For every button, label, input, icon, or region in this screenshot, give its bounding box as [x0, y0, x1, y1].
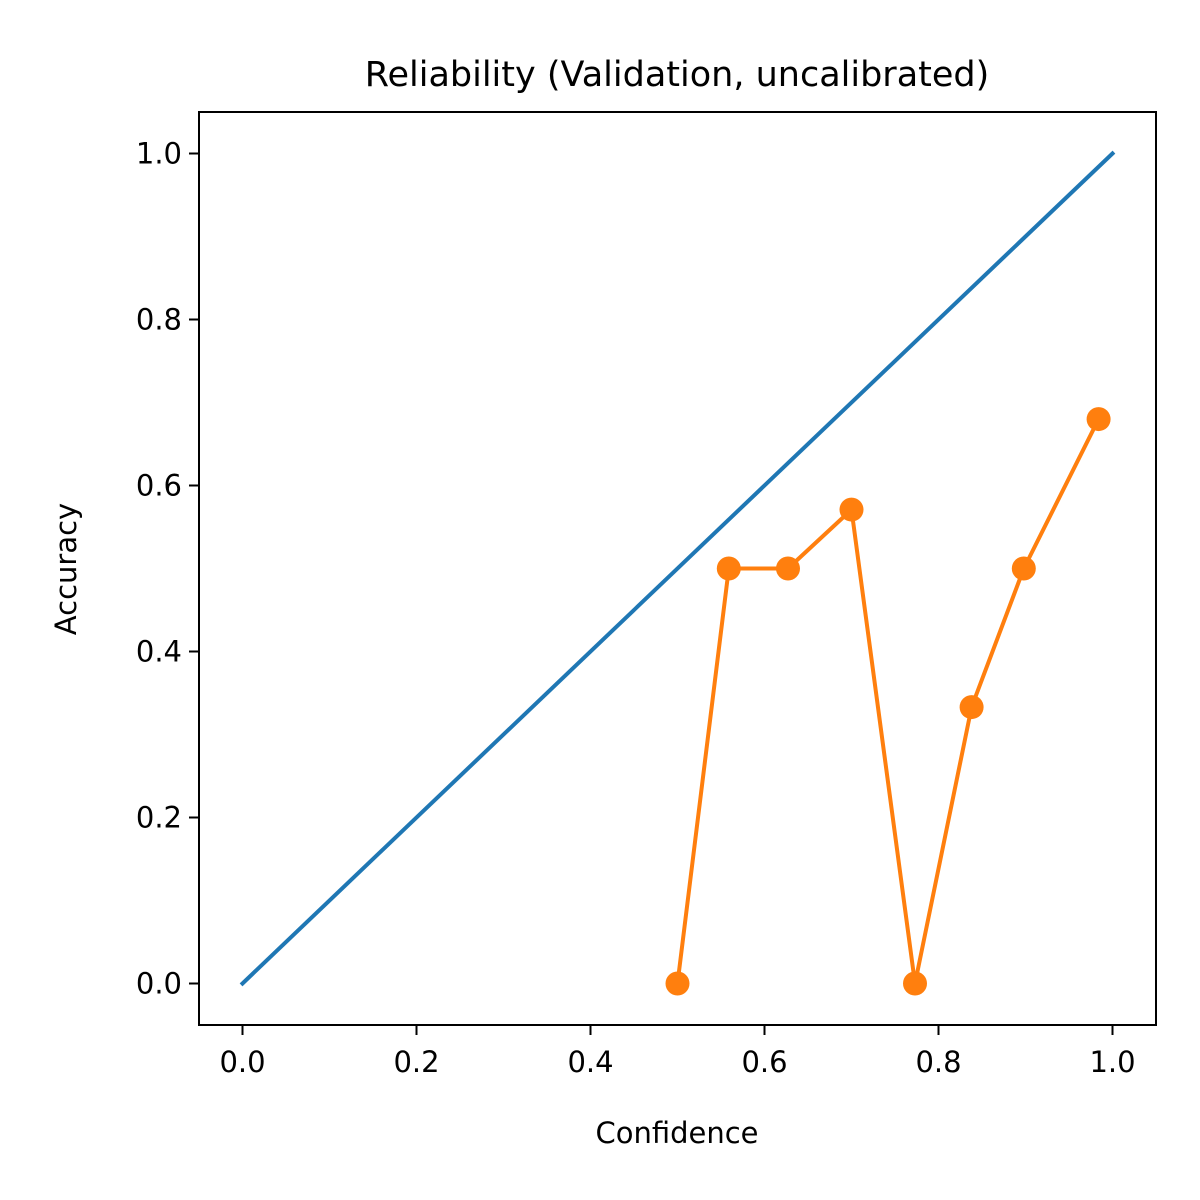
- x-tick-label: 0.4: [567, 1045, 613, 1079]
- y-tick-label: 0.0: [136, 967, 182, 1001]
- series-1-point: [665, 971, 690, 996]
- chart-title: Reliability (Validation, uncalibrated): [365, 55, 990, 95]
- series-1-point: [716, 556, 741, 581]
- y-tick-label: 0.2: [136, 801, 182, 835]
- y-tick-label: 1.0: [136, 137, 182, 171]
- x-tick-label: 1.0: [1089, 1045, 1135, 1079]
- x-tick-label: 0.0: [219, 1045, 265, 1079]
- x-axis-label: Confidence: [595, 1116, 758, 1150]
- series-0-line: [239, 150, 1116, 987]
- y-axis-label: Accuracy: [49, 503, 83, 635]
- axis-ticks: 0.0 0.2 0.4 0.6 0.8 1.0 0.0 0.2 0.4 0.6 0.8 1.0: [136, 137, 1136, 1080]
- series-1-point: [776, 556, 800, 581]
- y-tick-label: 0.6: [136, 469, 182, 503]
- axes-frame: [198, 111, 1157, 1026]
- y-tick-label: 0.8: [136, 303, 182, 337]
- x-tick-label: 0.6: [741, 1045, 787, 1079]
- x-tick-label: 0.8: [915, 1045, 961, 1079]
- series-1-point: [903, 971, 927, 996]
- series-1-point: [839, 497, 864, 522]
- y-tick-label: 0.4: [136, 635, 182, 669]
- series-1-point: [1011, 556, 1036, 581]
- plot-area: [239, 150, 1116, 996]
- series-1-point: [959, 695, 984, 720]
- series-1-point: [1086, 407, 1111, 432]
- x-tick-label: 0.2: [393, 1045, 439, 1079]
